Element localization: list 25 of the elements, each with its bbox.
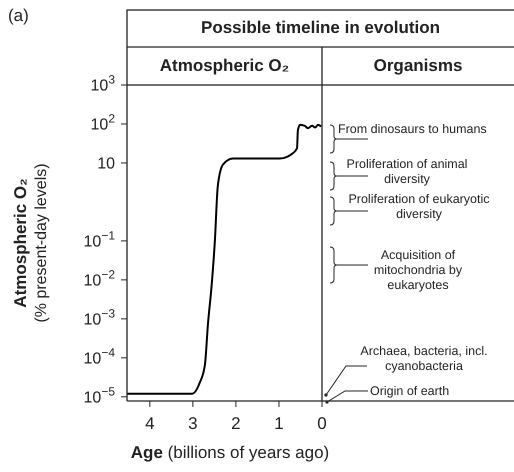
y-tick-label: 10$^{−5}$ — [84, 384, 116, 406]
text: From dinosaurs to humans — [338, 122, 488, 137]
x-tick-label: 0 — [317, 414, 327, 434]
x-tick-label: 2 — [231, 414, 241, 434]
y-tick-label: 10$^{3}$ — [90, 72, 116, 95]
text: Proliferation of eukaryotic diversity — [347, 192, 491, 222]
text: Acquisition of mitochondria by eukaryotes — [372, 248, 464, 293]
y-tick-label: 10$^{−2}$ — [84, 267, 116, 290]
text: Archaea, bacteria, incl. cyanobacteria — [359, 344, 489, 374]
y-axis-title: Atmospheric O₂ (% present-day levels) — [11, 163, 50, 323]
y-tick-label: 10 — [97, 156, 116, 173]
y-tick-label: 10$^{−4}$ — [84, 345, 116, 368]
x-tick-label: 1 — [274, 414, 284, 434]
x-axis-title: Age (billions of years ago) — [130, 443, 330, 462]
y-tick-label: 10$^{−1}$ — [84, 228, 116, 250]
chart-title: Possible timeline in evolution — [200, 18, 441, 38]
text: Proliferation of animal diversity — [346, 157, 468, 187]
y-tick-label: 10$^{2}$ — [90, 112, 116, 134]
text: Origin of earth — [370, 384, 450, 399]
chart-subtitle: Atmospheric O₂ — [158, 56, 290, 76]
text: (a) — [8, 6, 30, 26]
x-tick-label: 4 — [145, 414, 155, 434]
x-tick-label: 3 — [188, 414, 198, 434]
text: Organisms — [372, 56, 464, 76]
y-tick-label: 10$^{−3}$ — [84, 306, 116, 328]
